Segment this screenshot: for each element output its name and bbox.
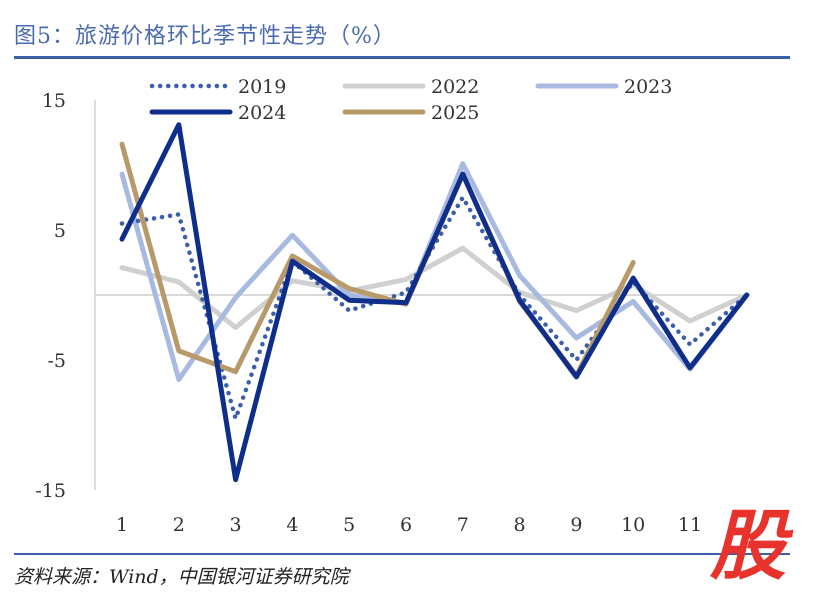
y-tick-label: 5 — [54, 220, 66, 242]
legend-label-2025: 2025 — [431, 102, 479, 124]
legend-label-2024: 2024 — [238, 102, 286, 124]
x-tick-label: 9 — [570, 514, 582, 536]
y-tick-label: -15 — [35, 480, 66, 502]
series-line-2019 — [119, 195, 750, 421]
series-line-2024 — [119, 122, 750, 483]
source-note: 资料来源：Wind，中国银河证券研究院 — [14, 566, 349, 588]
series-line-2022 — [119, 245, 750, 330]
x-tick-label: 2 — [173, 514, 185, 536]
x-tick-label: 8 — [514, 514, 526, 536]
stock-logo-icon: 股 — [709, 506, 794, 584]
legend-label-2022: 2022 — [431, 76, 479, 98]
x-tick-label: 10 — [621, 514, 645, 536]
legend-label-2023: 2023 — [624, 76, 672, 98]
footer-rule — [14, 553, 790, 555]
y-tick-label: 15 — [42, 90, 66, 112]
x-tick-label: 7 — [457, 514, 469, 536]
x-tick-label: 1 — [116, 514, 128, 536]
x-tick-label: 11 — [678, 514, 702, 536]
series-layer — [119, 122, 750, 483]
x-tick-label: 3 — [230, 514, 242, 536]
x-tick-label: 6 — [400, 514, 412, 536]
y-tick-label: -5 — [47, 350, 66, 372]
title-rule — [14, 56, 790, 59]
logo-glyph: 股 — [709, 506, 794, 584]
legend-label-2019: 2019 — [238, 76, 286, 98]
chart-title: 图5：旅游价格环比季节性走势（%） — [14, 24, 396, 49]
x-tick-label: 4 — [286, 514, 298, 536]
legend: 2019 2022 2023 2024 2025 — [149, 76, 672, 124]
x-tick-label: 5 — [343, 514, 355, 536]
